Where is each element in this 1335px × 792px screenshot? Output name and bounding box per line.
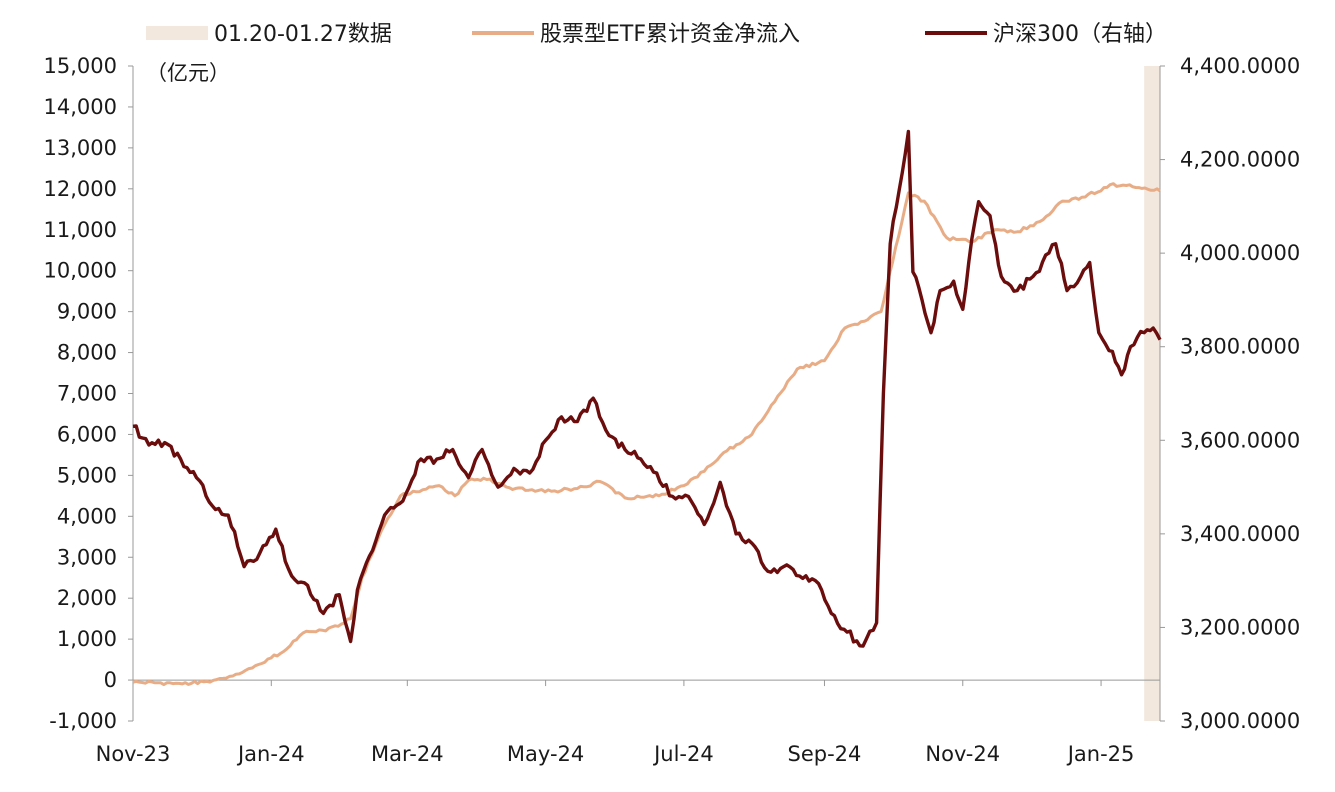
y-left-tick-label: 6,000 bbox=[57, 422, 117, 446]
x-tick-label: Nov-23 bbox=[96, 742, 171, 766]
y-right-tick-label: 3,800.0000 bbox=[1180, 335, 1300, 359]
y-right-tick-label: 4,200.0000 bbox=[1180, 148, 1300, 172]
y-right-tick-label: 3,600.0000 bbox=[1180, 428, 1300, 452]
y-left-tick-label: 1,000 bbox=[57, 627, 117, 651]
y-left-tick-label: 9,000 bbox=[57, 300, 117, 324]
y-left-tick-label: 12,000 bbox=[44, 177, 117, 201]
x-tick-label: Jan-25 bbox=[1066, 742, 1135, 766]
legend-label: 01.20-01.27数据 bbox=[214, 22, 392, 47]
y-left-tick-label: 4,000 bbox=[57, 504, 117, 528]
y-left-tick-label: 10,000 bbox=[44, 259, 117, 283]
y-right-tick-label: 4,400.0000 bbox=[1180, 54, 1300, 78]
y-left-tick-label: 3,000 bbox=[57, 545, 117, 569]
y-right-tick-label: 3,200.0000 bbox=[1180, 615, 1300, 639]
x-tick-label: Jul-24 bbox=[652, 742, 714, 766]
y-left-tick-label: 14,000 bbox=[44, 95, 117, 119]
x-tick-label: Sep-24 bbox=[788, 742, 862, 766]
legend: 01.20-01.27数据 股票型ETF累计资金净流入 沪深300（右轴） bbox=[146, 22, 1167, 47]
highlight-band bbox=[1144, 66, 1160, 721]
y-left-tick-label: -1,000 bbox=[49, 709, 117, 733]
legend-label: 股票型ETF累计资金净流入 bbox=[540, 22, 800, 47]
y-left-tick-label: 0 bbox=[104, 668, 117, 692]
y-left-unit-label: （亿元） bbox=[146, 61, 230, 85]
axes: 15,000 14,000 13,000 12,000 11,000 10,000 9,00… bbox=[44, 54, 1301, 766]
y-right-tick-label: 3,000.0000 bbox=[1180, 709, 1300, 733]
highlight-band-layer bbox=[1144, 66, 1160, 721]
y-left-tick-label: 15,000 bbox=[44, 54, 117, 78]
x-tick-label: Jan-24 bbox=[236, 742, 305, 766]
legend-swatch-highlight bbox=[146, 26, 208, 40]
x-tick-label: May-24 bbox=[507, 742, 584, 766]
y-left-tick-label: 13,000 bbox=[44, 136, 117, 160]
legend-label: 沪深300（右轴） bbox=[993, 22, 1167, 47]
series-layer bbox=[132, 129, 1162, 687]
y-left-tick-label: 2,000 bbox=[57, 586, 117, 610]
y-left-tick-label: 11,000 bbox=[44, 218, 117, 242]
y-right-tick-label: 3,400.0000 bbox=[1180, 522, 1300, 546]
x-tick-label: Nov-24 bbox=[925, 742, 1000, 766]
y-right-tick-label: 4,000.0000 bbox=[1180, 241, 1300, 265]
series-line-csi300 bbox=[132, 129, 1162, 648]
x-tick-label: Mar-24 bbox=[371, 742, 444, 766]
series-line-etf-net-inflow bbox=[132, 182, 1161, 687]
y-left-tick-label: 7,000 bbox=[57, 382, 117, 406]
y-left-tick-label: 5,000 bbox=[57, 463, 117, 487]
y-left-tick-label: 8,000 bbox=[57, 341, 117, 365]
